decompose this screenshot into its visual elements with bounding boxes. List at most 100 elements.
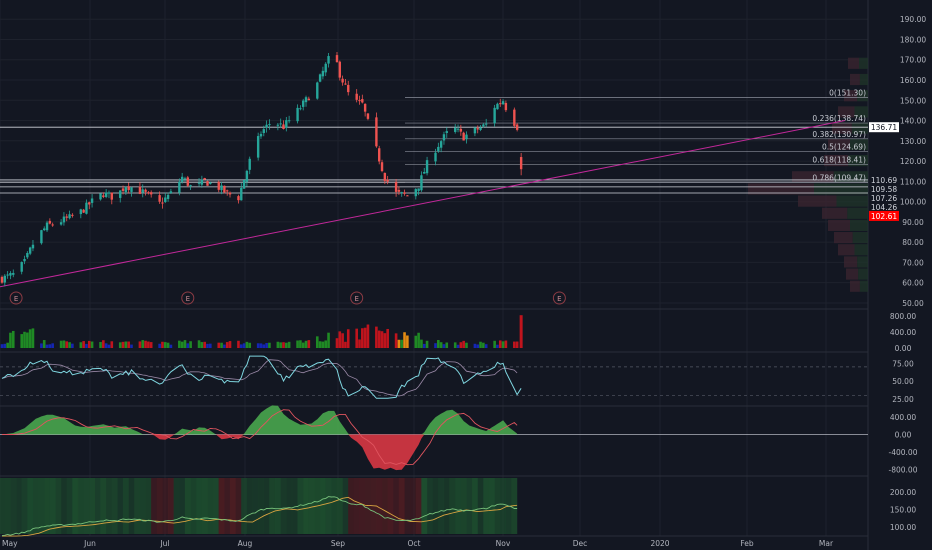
candle-body [423, 171, 426, 174]
trend-background-bar [252, 478, 259, 534]
price-label-box [869, 122, 899, 133]
fibonacci-retracement[interactable]: 0(151.30) 0.236(138.74) 0.382(130.97) 0.5(1… [405, 89, 868, 183]
trend-background-bar [286, 478, 293, 534]
volume-bar [442, 344, 446, 348]
candle-body [307, 98, 311, 101]
candle-body [519, 157, 523, 170]
candle-body [287, 120, 291, 122]
macd-tick-label: -800.00 [889, 466, 918, 475]
price-tick-label: 170.00 [900, 56, 926, 65]
volume-bar [363, 327, 367, 348]
volume-bar [130, 344, 133, 348]
volume-bar [265, 343, 268, 348]
candle-body [9, 273, 12, 276]
trend-background-bar [443, 478, 450, 534]
candle-body [149, 192, 153, 195]
volume-profile-bar [857, 256, 868, 268]
trend-background-bar [145, 478, 152, 534]
volume-bar [40, 343, 43, 348]
volume-bar [465, 342, 468, 348]
trend-ma-line [1, 496, 518, 537]
candle-body [43, 228, 46, 231]
volume-profile-bar [859, 280, 868, 292]
candle-body [144, 189, 147, 192]
price-label-box [869, 174, 899, 185]
volume-bar [200, 342, 204, 348]
volume-bar [422, 343, 426, 348]
volume-bar [417, 332, 420, 348]
volume-bar [453, 342, 457, 348]
volume-bar [498, 340, 502, 348]
volume-bar [166, 342, 170, 348]
trend-background-bar [342, 478, 349, 534]
candle-body [515, 124, 519, 130]
volume-bar [414, 335, 418, 348]
volume-bar [504, 340, 508, 348]
candle-body [476, 128, 479, 130]
volume-bar [245, 341, 249, 348]
candle-body [121, 188, 125, 191]
volume-profile-bar [847, 207, 868, 219]
trend-background-bar [100, 478, 107, 534]
volume-profile-bar [858, 268, 868, 280]
volume-bar [301, 342, 305, 348]
candle-body [217, 181, 220, 190]
candle-body [256, 136, 260, 158]
candle-body [386, 179, 389, 182]
candle-body [245, 170, 249, 182]
candle-body [383, 172, 387, 181]
candle-body [366, 113, 370, 119]
trend-background-bar [10, 478, 17, 534]
candle-body [358, 100, 361, 102]
volume-bar [394, 333, 398, 348]
trend-background-bar [128, 478, 135, 534]
price-label-text: 102.61 [871, 212, 897, 221]
candle-body [437, 146, 440, 152]
volume-bar [344, 341, 347, 348]
trendline[interactable] [0, 120, 846, 288]
volume-bar [45, 344, 49, 348]
volume-bar [209, 343, 212, 348]
macd-positive-area [2, 405, 518, 435]
candle-body [465, 134, 468, 140]
candle-body [164, 197, 167, 203]
rsi-line [1, 355, 522, 399]
trend-background-bar [55, 478, 62, 534]
candle-body [127, 186, 130, 191]
volume-bar [285, 342, 288, 348]
trend-background-bar [106, 478, 112, 534]
price-axis[interactable]: 190.00 180.00 170.00 160.00 150.00 140.00 130.… [900, 15, 926, 308]
volume-bar [380, 331, 384, 348]
volume-bar [186, 343, 190, 348]
time-axis[interactable]: May Jun Jul Aug Sep Oct Nov Dec 2020 Feb Mar [2, 539, 834, 548]
candle-body [6, 274, 9, 276]
volume-bar [287, 341, 291, 348]
candle-body [28, 247, 32, 254]
price-label-text: 109.58 [871, 185, 897, 194]
trend-background-bar [269, 478, 276, 534]
trend-pane: 200.00 150.00 100.00 [0, 478, 916, 537]
fib-level-label: 0.786(109.47) [812, 173, 866, 182]
volume-bar [386, 328, 389, 348]
candle-body [380, 162, 384, 172]
volume-profile-bar [824, 154, 849, 167]
volume-bar [476, 344, 480, 348]
volume-bar [48, 344, 52, 348]
volume-profile-bar [828, 219, 850, 232]
volume-bar [223, 344, 226, 348]
volume-bar [315, 336, 319, 348]
time-tick-label: Mar [819, 539, 834, 548]
candle-body [203, 178, 206, 180]
volume-bar [225, 342, 229, 348]
volume-bar [237, 340, 240, 348]
candle-body [434, 152, 437, 162]
trend-background-bar [359, 478, 366, 534]
volume-bar [28, 329, 32, 348]
trend-tick-label: 100.00 [890, 523, 916, 532]
candle-body [206, 181, 209, 186]
macd-tick-label: -400.00 [889, 448, 918, 457]
volume-bar [147, 341, 150, 348]
trend-background-bar [353, 478, 360, 534]
